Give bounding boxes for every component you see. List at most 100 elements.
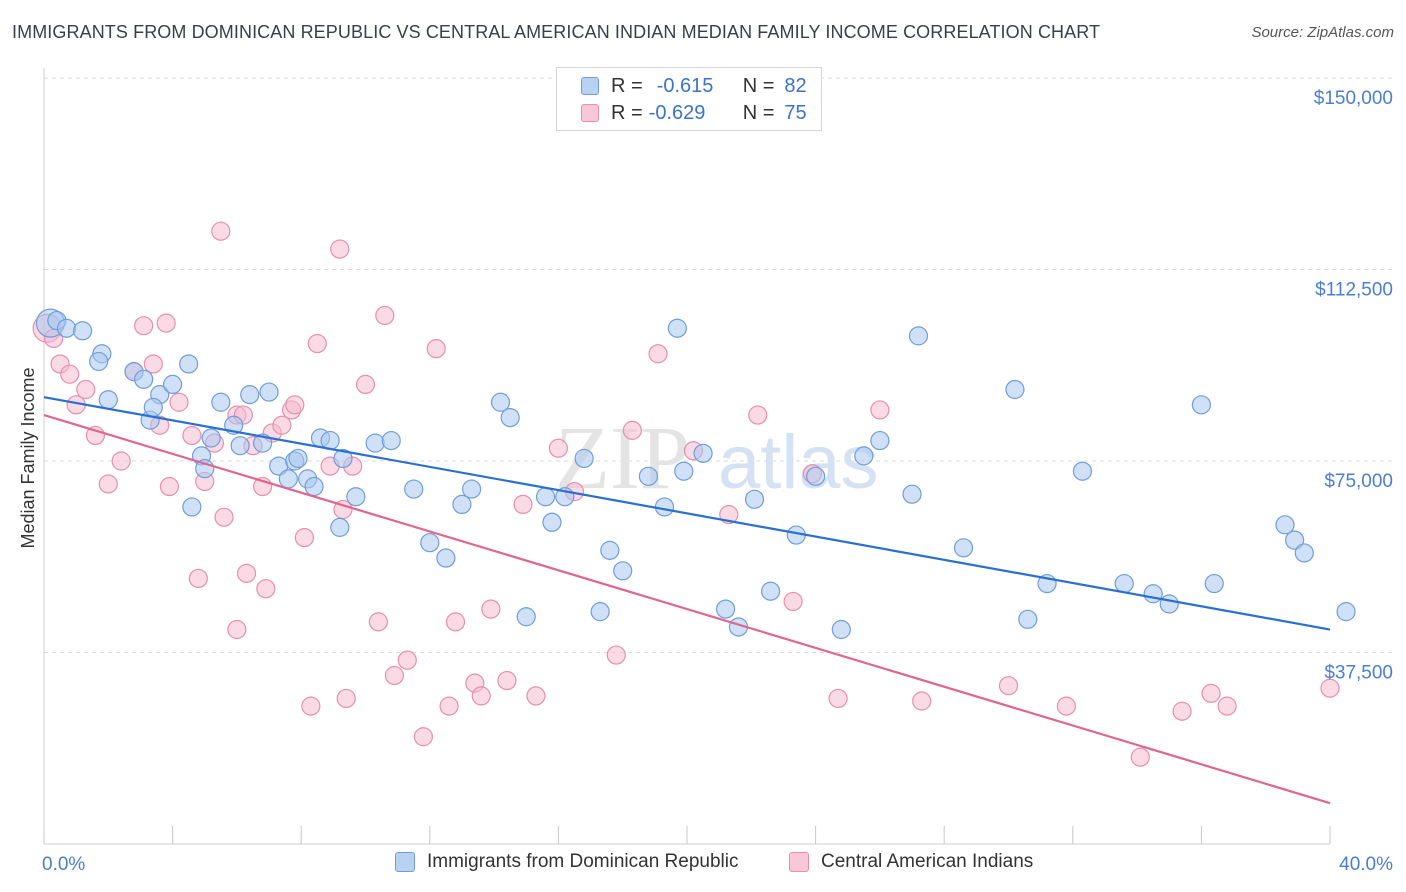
legend-series2-label: Central American Indians [821,851,1034,872]
point-central-american-indian [355,374,376,394]
point-central-american-indian [1056,696,1076,716]
point-central-american-indian [111,451,131,471]
point-central-american-indian [330,239,350,259]
point-dominican-republic [143,397,163,417]
point-central-american-indian [285,395,305,415]
point-central-american-indian [1130,747,1150,767]
point-dominican-republic [72,321,93,341]
point-central-american-indian [748,405,768,425]
point-dominican-republic [902,484,922,504]
legend-swatch-pink [789,852,809,872]
legend-r-label: R = [611,74,643,97]
point-dominican-republic [870,430,890,451]
point-dominican-republic [346,487,366,507]
legend-swatch-pink [581,104,599,122]
y-tick-labels: $37,500 $75,000 $112,500 $150,000 [1314,88,1393,684]
legend-row-pink: R = -0.629 N = 75 [557,100,807,126]
point-central-american-indian [182,425,202,446]
point-central-american-indian [912,691,932,711]
point-central-american-indian [134,316,154,336]
point-dominican-republic [259,382,279,402]
point-dominican-republic [854,446,874,466]
point-central-american-indian [156,313,176,333]
point-dominican-republic [490,392,511,412]
point-dominican-republic [288,448,308,469]
point-dominican-republic [516,607,536,627]
point-dominican-republic [1005,379,1025,400]
point-dominican-republic [201,428,221,448]
point-dominican-republic [693,443,713,463]
legend-r-value: -0.629 [648,101,706,124]
axes [43,68,1331,845]
point-dominican-republic [333,448,353,469]
point-central-american-indian [384,665,405,686]
point-central-american-indian [368,612,388,632]
point-central-american-indian [622,420,642,440]
point-central-american-indian [445,612,466,632]
point-central-american-indian [998,676,1019,696]
point-dominican-republic [163,374,183,394]
point-central-american-indian [1217,696,1237,716]
legend-n-label: N = [742,101,775,124]
point-dominican-republic [600,540,620,560]
point-dominican-republic [500,407,520,428]
point-dominican-republic [1275,515,1295,535]
point-dominican-republic [89,351,109,372]
point-dominican-republic [452,494,472,515]
legend-r-label: R = [611,101,643,124]
point-central-american-indian [606,645,626,665]
legend-n-label: N = [742,74,775,97]
point-central-american-indian [1320,678,1340,698]
point-central-american-indian [60,364,80,384]
point-central-american-indian [513,494,533,515]
point-central-american-indian [439,696,459,716]
point-dominican-republic [953,538,974,558]
point-dominican-republic [667,318,687,338]
point-central-american-indian [471,686,491,706]
point-dominican-republic [278,469,298,489]
point-dominican-republic [179,354,199,374]
trend-lines [43,396,1331,805]
point-dominican-republic [1285,530,1305,550]
point-dominican-republic [1159,594,1179,614]
point-dominican-republic [420,533,440,553]
point-central-american-indian [227,619,247,640]
point-central-american-indian [169,392,189,412]
y-tick-label: $150,000 [1314,88,1393,109]
point-dominican-republic [1018,609,1038,629]
point-dominican-republic [182,497,202,517]
point-central-american-indian [413,727,433,747]
point-central-american-indian [272,415,292,435]
correlation-legend: R = -0.615 N = 82 R = -0.629 N = 75 [556,67,822,131]
point-central-american-indian [256,579,276,599]
point-central-american-indian [214,507,234,527]
point-central-american-indian [828,688,848,709]
legend-swatch-blue [581,77,599,95]
point-central-american-indian [783,591,803,612]
point-dominican-republic [240,385,260,405]
legend-r-value: -0.615 [656,74,714,97]
point-dominican-republic [211,392,231,412]
point-central-american-indian [143,354,163,374]
y-axis-label: Median Family Income [18,367,38,548]
x-tick-label-max: 40.0% [1339,854,1393,875]
legend-row-blue: R = -0.615 N = 82 [557,73,807,99]
point-dominican-republic [98,390,118,410]
chart-title: IMMIGRANTS FROM DOMINICAN REPUBLIC VS CE… [12,22,1101,42]
point-central-american-indian [548,438,569,458]
point-central-american-indian [426,339,446,359]
point-central-american-indian [336,688,356,709]
legend-n-value: 82 [784,74,807,97]
point-dominican-republic [574,448,594,469]
point-dominican-republic [134,369,154,389]
y-tick-label: $37,500 [1324,663,1393,684]
point-central-american-indian [648,344,668,364]
point-dominican-republic [253,433,273,453]
point-dominican-republic [381,430,401,451]
legend-item-central-american-indians: Central American Indians [789,851,1033,873]
point-dominican-republic [590,602,610,622]
point-dominican-republic [1191,395,1212,415]
point-central-american-indian [188,568,208,589]
point-central-american-indian [236,563,257,583]
